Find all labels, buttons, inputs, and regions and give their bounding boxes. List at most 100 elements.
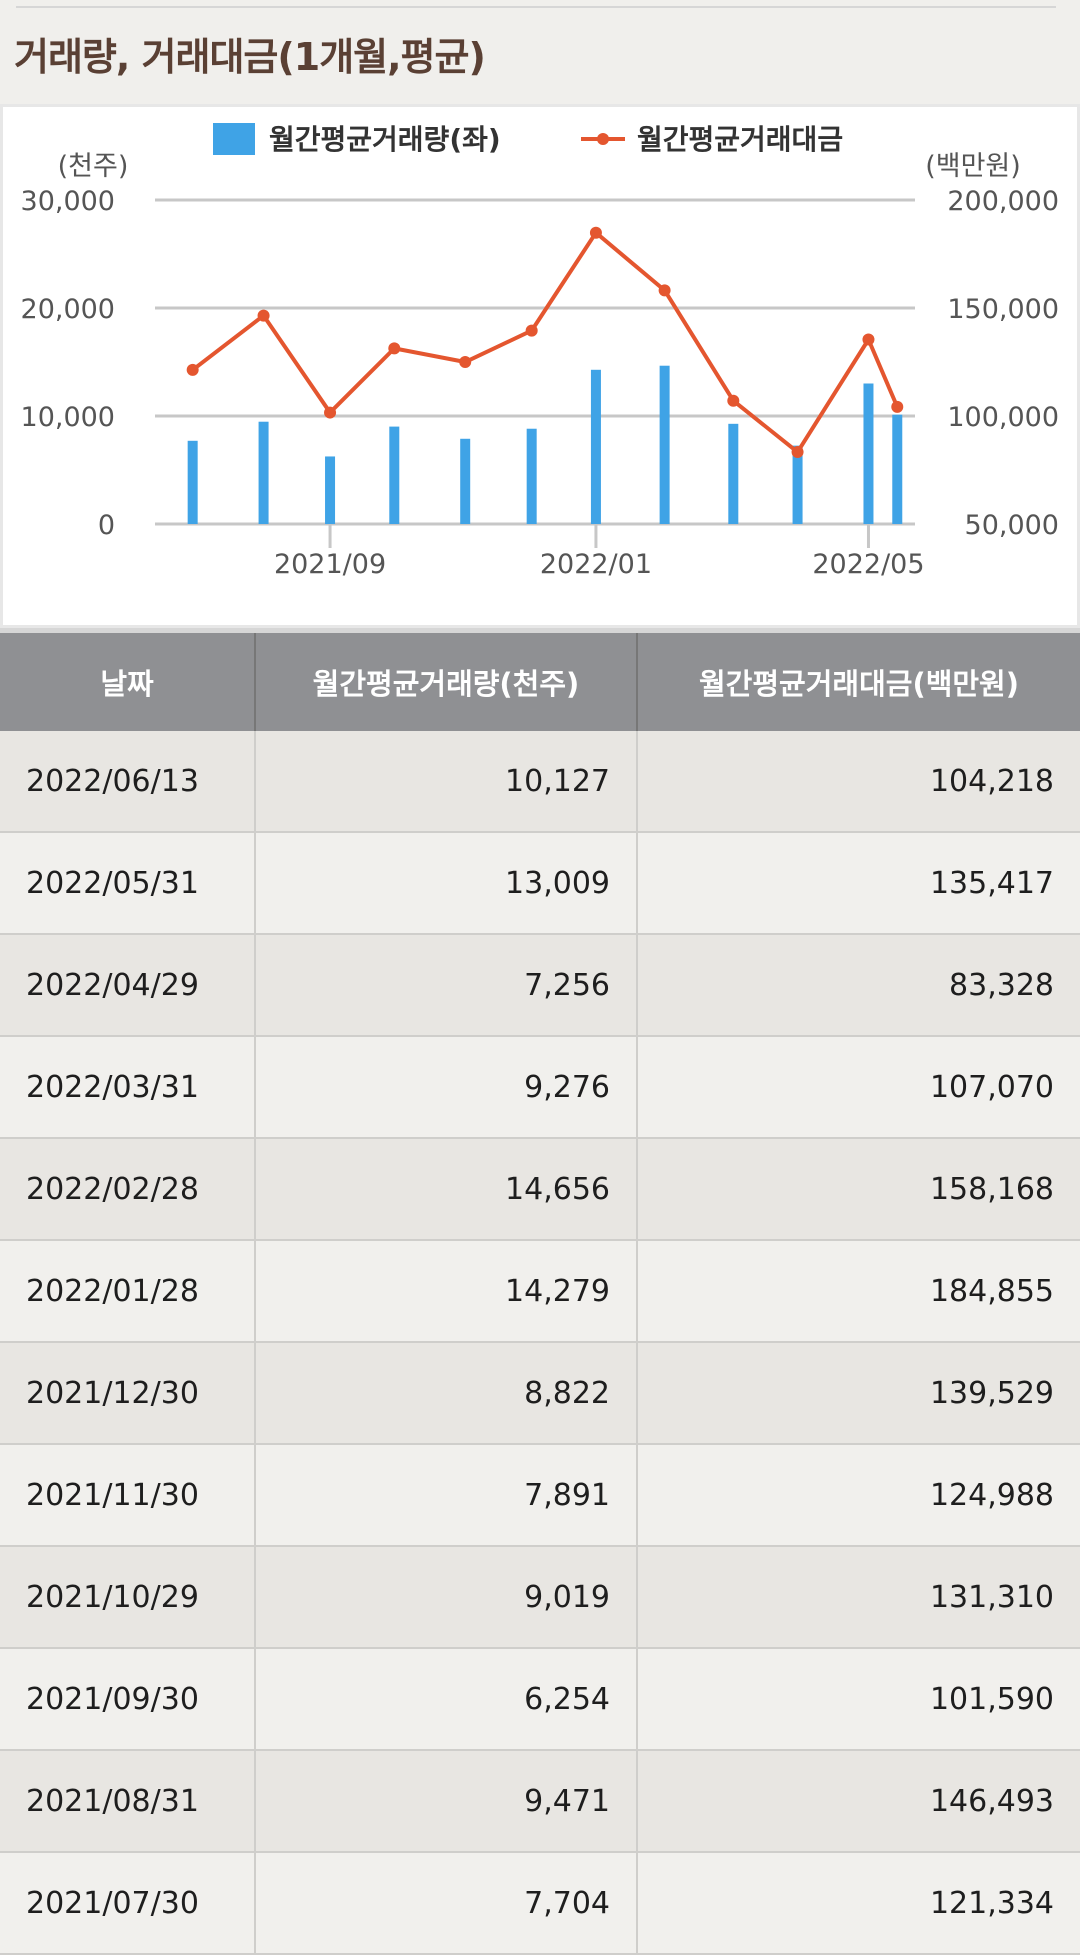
left-axis-unit: (천주) bbox=[58, 151, 129, 182]
table-header: 날짜 월간평균거래량(천주) 월간평균거래대금(백만원) bbox=[0, 628, 1080, 731]
volume-bar bbox=[659, 365, 670, 524]
cell-date: 2021/07/30 bbox=[0, 1853, 256, 1953]
cell-amount: 131,310 bbox=[929, 1579, 1054, 1615]
right-tick-label: 150,000 bbox=[947, 294, 1059, 325]
volume-bar bbox=[590, 369, 601, 524]
cell-amount: 139,529 bbox=[929, 1375, 1054, 1411]
table-row: 2022/02/28 14,656 158,168 bbox=[0, 1139, 1080, 1241]
cell-date: 2021/10/29 bbox=[0, 1547, 256, 1647]
volume-bar bbox=[526, 428, 537, 524]
volume-bar bbox=[389, 426, 400, 524]
cell-date: 2021/12/30 bbox=[0, 1343, 256, 1443]
table-body: 2022/06/13 10,127 104,218 2022/05/31 13,009 1… bbox=[0, 731, 1080, 1955]
table-row: 2022/05/31 13,009 135,417 bbox=[0, 833, 1080, 935]
volume-bar bbox=[863, 383, 874, 524]
right-tick-label: 100,000 bbox=[947, 402, 1059, 433]
left-tick-label: 10,000 bbox=[21, 402, 115, 433]
table-row: 2021/12/30 8,822 139,529 bbox=[0, 1343, 1080, 1445]
amount-point bbox=[459, 356, 472, 369]
x-tick-label: 2021/09 bbox=[274, 549, 386, 580]
right-tick-label: 200,000 bbox=[947, 186, 1059, 217]
x-tick-label: 2022/05 bbox=[812, 549, 924, 580]
right-tick-label: 50,000 bbox=[965, 510, 1059, 541]
chart-panel: 30,000 20,000 10,000 0 200,000 150,000 100,000… bbox=[0, 104, 1080, 628]
cell-volume: 7,891 bbox=[256, 1445, 638, 1545]
left-tick-label: 20,000 bbox=[21, 294, 115, 325]
cell-volume: 7,256 bbox=[256, 935, 638, 1035]
cell-amount: 184,855 bbox=[929, 1273, 1054, 1309]
volume-bar bbox=[728, 423, 739, 524]
table-row: 2021/09/30 6,254 101,590 bbox=[0, 1649, 1080, 1751]
header-amount[interactable]: 월간평균거래대금(백만원) bbox=[699, 667, 1019, 701]
cell-date: 2021/08/31 bbox=[0, 1751, 256, 1851]
cell-date: 2022/02/28 bbox=[0, 1139, 256, 1239]
volume-bar bbox=[892, 414, 903, 524]
volume-bar bbox=[792, 445, 803, 524]
combo-chart: 30,000 20,000 10,000 0 200,000 150,000 100,000… bbox=[21, 123, 1059, 580]
amount-point bbox=[525, 324, 538, 337]
amount-point bbox=[658, 284, 671, 297]
right-axis-unit: (백만원) bbox=[925, 151, 1021, 182]
cell-date: 2021/09/30 bbox=[0, 1649, 256, 1749]
table-row: 2021/08/31 9,471 146,493 bbox=[0, 1751, 1080, 1853]
table-row: 2022/01/28 14,279 184,855 bbox=[0, 1241, 1080, 1343]
table-row: 2021/07/30 7,704 121,334 bbox=[0, 1853, 1080, 1955]
amount-point bbox=[891, 400, 904, 413]
table-row: 2022/06/13 10,127 104,218 bbox=[0, 731, 1080, 833]
header-date[interactable]: 날짜 bbox=[0, 633, 256, 731]
cell-amount: 101,590 bbox=[929, 1681, 1054, 1717]
cell-date: 2022/03/31 bbox=[0, 1037, 256, 1137]
amount-line bbox=[191, 230, 900, 455]
cell-date: 2022/05/31 bbox=[0, 833, 256, 933]
cell-amount: 146,493 bbox=[929, 1783, 1054, 1819]
header-volume[interactable]: 월간평균거래량(천주) bbox=[256, 633, 638, 731]
top-divider bbox=[16, 6, 1056, 8]
amount-point bbox=[589, 226, 602, 239]
cell-amount: 158,168 bbox=[929, 1171, 1054, 1207]
cell-volume: 9,019 bbox=[256, 1547, 638, 1647]
amount-point bbox=[862, 333, 875, 346]
cell-amount: 121,334 bbox=[929, 1885, 1054, 1921]
x-tick-label: 2022/01 bbox=[540, 549, 652, 580]
amount-point bbox=[388, 342, 401, 355]
cell-volume: 8,822 bbox=[256, 1343, 638, 1443]
cell-volume: 14,656 bbox=[256, 1139, 638, 1239]
cell-amount: 83,328 bbox=[949, 967, 1054, 1003]
amount-point bbox=[257, 309, 270, 322]
table-row: 2021/10/29 9,019 131,310 bbox=[0, 1547, 1080, 1649]
left-tick-label: 0 bbox=[98, 510, 115, 541]
legend-volume-label: 월간평균거래량(좌) bbox=[269, 123, 501, 156]
volume-bar bbox=[460, 438, 471, 524]
cell-volume: 6,254 bbox=[256, 1649, 638, 1749]
volume-bar bbox=[258, 421, 269, 524]
cell-volume: 7,704 bbox=[256, 1853, 638, 1953]
volume-bar bbox=[187, 440, 198, 524]
cell-amount: 107,070 bbox=[929, 1069, 1054, 1105]
cell-volume: 9,471 bbox=[256, 1751, 638, 1851]
cell-volume: 13,009 bbox=[256, 833, 638, 933]
left-tick-label: 30,000 bbox=[21, 186, 115, 217]
volume-bar bbox=[325, 456, 336, 524]
cell-amount: 124,988 bbox=[929, 1477, 1054, 1513]
section-title: 거래량, 거래대금(1개월,평균) bbox=[14, 35, 486, 79]
amount-point bbox=[186, 363, 199, 376]
table-row: 2022/04/29 7,256 83,328 bbox=[0, 935, 1080, 1037]
cell-volume: 14,279 bbox=[256, 1241, 638, 1341]
cell-date: 2022/04/29 bbox=[0, 935, 256, 1035]
cell-volume: 10,127 bbox=[256, 731, 638, 831]
amount-point bbox=[791, 446, 804, 459]
cell-date: 2022/01/28 bbox=[0, 1241, 256, 1341]
cell-volume: 9,276 bbox=[256, 1037, 638, 1137]
cell-amount: 135,417 bbox=[929, 865, 1054, 901]
data-table: 날짜 월간평균거래량(천주) 월간평균거래대금(백만원) 2022/06/13 1… bbox=[0, 628, 1080, 1955]
cell-date: 2022/06/13 bbox=[0, 731, 256, 831]
cell-date: 2021/11/30 bbox=[0, 1445, 256, 1545]
amount-point bbox=[727, 394, 740, 407]
legend-amount-label: 월간평균거래대금 bbox=[637, 123, 843, 156]
legend-bar-swatch bbox=[213, 123, 255, 155]
amount-point bbox=[324, 406, 337, 419]
table-row: 2021/11/30 7,891 124,988 bbox=[0, 1445, 1080, 1547]
table-row: 2022/03/31 9,276 107,070 bbox=[0, 1037, 1080, 1139]
legend-line-marker bbox=[597, 133, 609, 145]
cell-amount: 104,218 bbox=[929, 763, 1054, 799]
